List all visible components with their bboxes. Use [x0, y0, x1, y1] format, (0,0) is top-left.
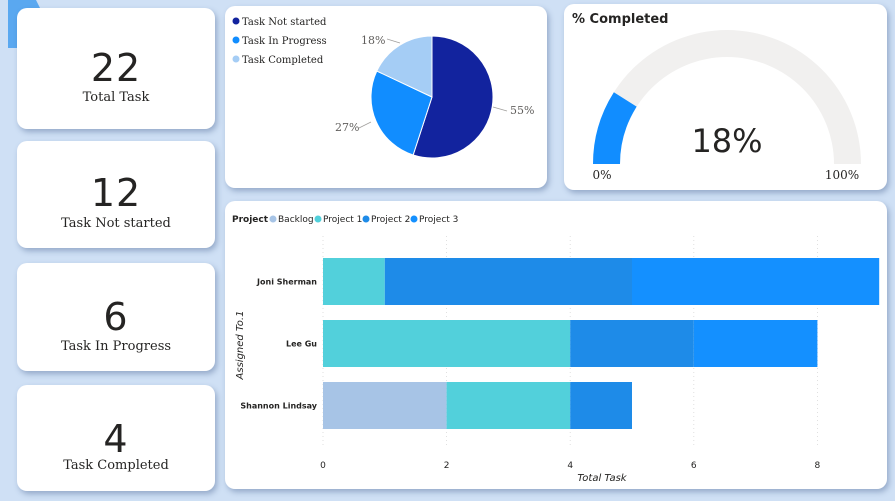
legend-marker [362, 215, 370, 223]
pie-chart-card: Task Not started Task In Progress Task C… [225, 6, 547, 188]
bar-segment[interactable] [384, 258, 632, 305]
pie-chart: Task Not started Task In Progress Task C… [232, 17, 534, 159]
pie-leader-lines [358, 38, 508, 129]
kpi-value: 6 [103, 295, 129, 339]
legend-marker [410, 215, 418, 223]
kpi-card-task-completed: 4 Task Completed [17, 385, 215, 491]
bar-segment[interactable] [323, 320, 571, 367]
legend-label: Backlog [278, 215, 314, 225]
legend-marker [232, 55, 240, 63]
legend-marker [314, 215, 322, 223]
x-tick-label: 2 [444, 461, 450, 471]
legend-label: Task In Progress [242, 36, 327, 47]
gauge-fill [593, 92, 637, 164]
kpi-card-task-not-started: 12 Task Not started [17, 141, 215, 248]
pie-legend: Task Not started Task In Progress Task C… [232, 17, 327, 66]
kpi-label: Total Task [82, 90, 150, 105]
bar-legend: Project Backlog Project 1 Project 2 Proj… [232, 215, 458, 225]
pie-label: 27% [335, 121, 359, 134]
bar-segment[interactable] [570, 382, 632, 429]
legend-label: Task Not started [242, 17, 327, 28]
kpi-label: Task Completed [63, 458, 169, 473]
kpi-card-task-in-progress: 6 Task In Progress [17, 263, 215, 371]
pie-slices [370, 35, 494, 159]
legend-label: Project 1 [323, 215, 362, 225]
bar-segment[interactable] [323, 258, 385, 305]
category-label: Lee Gu [286, 340, 317, 349]
kpi-label: Task In Progress [60, 339, 172, 354]
kpi-label: Task Not started [61, 216, 171, 231]
pie-slice[interactable] [376, 35, 433, 98]
gauge-chart: % Completed 18% 0% 100% [572, 12, 861, 182]
legend-label: Task Completed [242, 55, 324, 66]
pie-label: 18% [361, 34, 385, 47]
legend-label: Project 2 [371, 215, 410, 225]
x-tick-label: 0 [320, 461, 326, 471]
legend-marker [232, 17, 240, 25]
kpi-value: 12 [90, 171, 142, 215]
pie-slice[interactable] [412, 35, 494, 159]
leader-line [386, 38, 401, 44]
pie-label: 55% [510, 104, 534, 117]
bar-segment[interactable] [632, 258, 880, 305]
gauge-value: 18% [691, 122, 762, 160]
kpi-card-total-task: 22 Total Task [17, 8, 215, 129]
legend-label: Project 3 [419, 215, 458, 225]
kpi-value: 22 [90, 46, 142, 90]
bar-x-ticks: 0 2 4 6 8 [320, 461, 820, 471]
category-label: Joni Sherman [256, 278, 317, 287]
bar-chart: Project Backlog Project 1 Project 2 Proj… [232, 215, 880, 484]
bar-segment[interactable] [570, 320, 694, 367]
x-tick-label: 8 [815, 461, 821, 471]
leader-line [358, 121, 372, 129]
x-tick-label: 4 [567, 461, 573, 471]
kpi-value: 4 [103, 417, 129, 461]
y-axis-title: Assigned To.1 [235, 311, 246, 381]
bar-segment[interactable] [693, 320, 818, 367]
leader-line [492, 106, 508, 112]
x-axis-title: Total Task [577, 473, 627, 484]
legend-title: Project [232, 215, 269, 225]
bar-category-labels: Joni Sherman Lee Gu Shannon Lindsay [240, 278, 317, 411]
bar-segment[interactable] [446, 382, 571, 429]
gauge-card: % Completed 18% 0% 100% [564, 4, 887, 190]
gauge-max-label: 100% [825, 168, 859, 182]
pie-slice[interactable] [370, 70, 433, 156]
bar-segments [323, 258, 880, 429]
legend-marker [269, 215, 277, 223]
x-tick-label: 6 [691, 461, 697, 471]
legend-marker [232, 36, 240, 44]
bar-chart-card: Project Backlog Project 1 Project 2 Proj… [225, 201, 887, 489]
gauge-title: % Completed [572, 12, 668, 27]
category-label: Shannon Lindsay [240, 402, 317, 411]
gauge-track [593, 30, 861, 165]
gauge-min-label: 0% [592, 168, 611, 182]
bar-segment[interactable] [323, 382, 447, 429]
